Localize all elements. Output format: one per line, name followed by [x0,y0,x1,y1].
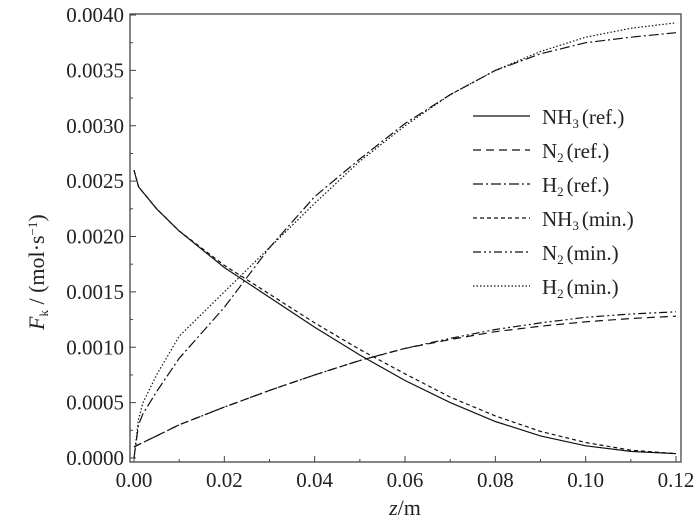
legend-label: H2 (ref.) [542,173,609,199]
series-line-2 [133,32,677,459]
y-tick-label: 0.0040 [66,3,124,27]
x-tick-label: 0.12 [658,468,695,492]
y-tick-label: 0.0015 [66,280,124,304]
legend-label: NH3 (ref.) [542,105,624,131]
x-tick-label: 0.08 [477,468,514,492]
series-line-1 [133,315,677,448]
y-tick-label: 0.0025 [66,169,124,193]
plot-frame [129,13,682,463]
y-tick-label: 0.0020 [66,225,124,249]
legend-label: N2 (min.) [542,241,619,267]
y-tick-label: 0.0010 [66,335,124,359]
legend-label: NH3 (min.) [542,207,634,233]
legend-label: H2 (min.) [542,275,619,301]
y-tick-label: 0.0005 [66,391,124,415]
x-tick-label: 0.06 [387,468,424,492]
y-tick-label: 0.0000 [66,446,124,470]
x-tick-label: 0.10 [567,468,604,492]
x-tick-label: 0.04 [296,468,333,492]
y-tick-label: 0.0030 [66,114,124,138]
series-line-4 [133,311,677,448]
y-tick-label: 0.0035 [66,58,124,82]
x-tick-label: 0.02 [206,468,243,492]
series-line-5 [133,22,677,459]
y-axis-label: Fk / (mol·s−1) [24,214,51,331]
legend-label: N2 (ref.) [542,139,609,165]
x-tick-label: 0.00 [116,468,153,492]
x-axis-label: z/m [388,495,421,520]
series-line-3 [133,169,677,455]
